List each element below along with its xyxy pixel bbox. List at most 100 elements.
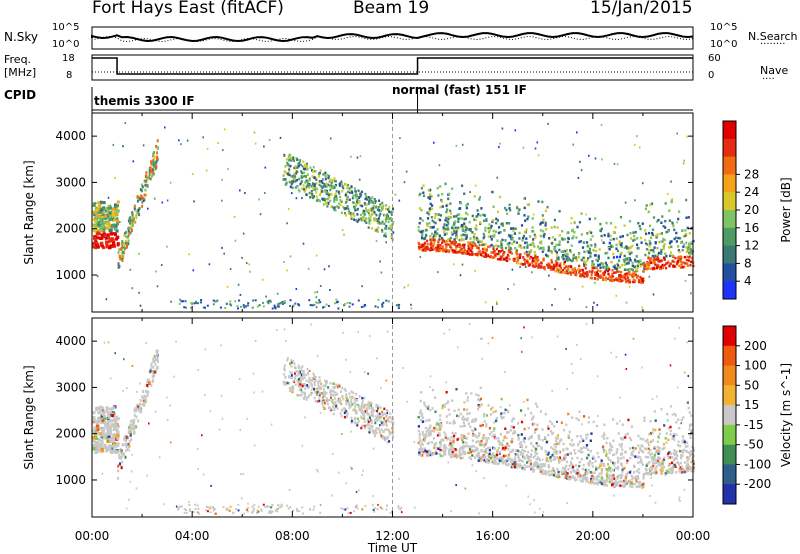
data-cell [110,439,114,443]
data-cell [93,212,97,216]
data-cell [679,237,682,240]
data-cell [333,407,336,410]
data-cell [288,159,291,162]
data-cell [651,228,655,231]
data-cell [532,415,535,418]
data-cell [491,454,494,457]
data-cell [311,175,314,178]
data-cell [648,263,651,266]
data-cell [156,155,159,159]
data-cell [608,248,611,251]
data-cell [634,199,636,202]
data-cell [689,450,692,453]
data-cell [566,231,569,235]
data-cell [359,194,362,198]
data-cell [580,212,583,215]
data-cell [343,407,346,410]
data-cell [492,429,496,432]
data-cell [205,169,208,172]
data-cell [665,254,668,258]
data-cell [317,389,320,393]
data-cell [282,380,285,384]
data-cell [113,450,117,454]
data-cell [475,236,478,240]
data-cell [105,206,109,210]
data-cell [632,274,635,278]
data-cell [355,392,358,396]
data-cell [502,454,505,458]
data-cell [640,280,643,284]
data-cell [129,268,132,271]
data-cell [520,224,524,227]
data-cell [673,228,676,232]
data-cell [454,220,457,223]
data-cell [92,436,96,440]
data-cell [540,240,543,243]
data-cell [356,193,358,197]
data-cell [623,467,626,470]
data-cell [454,226,457,230]
data-cell [662,266,665,270]
data-cell [104,236,108,240]
data-cell [161,201,164,204]
data-cell [381,220,384,223]
data-cell [150,362,153,366]
data-cell [677,249,680,252]
data-cell [313,374,316,377]
data-cell [619,215,623,219]
data-cell [655,220,659,223]
data-cell [190,302,193,305]
data-cell [308,376,311,380]
data-cell [532,456,535,459]
data-cell [248,263,250,266]
data-cell [356,198,359,202]
data-cell [652,250,655,254]
data-cell [131,213,134,217]
data-cell [658,450,661,453]
data-cell [589,276,592,280]
data-cell [386,217,389,221]
data-cell [654,419,657,422]
data-cell [361,285,363,288]
data-cell [451,448,454,451]
data-cell [688,256,691,259]
data-cell [292,180,295,183]
data-cell [613,266,616,270]
data-cell [576,456,579,460]
data-cell [493,250,496,253]
data-cell [347,211,350,215]
data-cell [665,432,668,435]
data-cell [354,405,357,408]
data-cell [199,301,202,304]
data-cell [587,448,590,451]
data-cell [386,428,389,431]
data-cell [103,421,107,425]
data-cell [498,258,501,261]
data-cell [322,400,325,404]
data-cell [468,456,471,459]
data-cell [448,450,451,454]
data-cell [428,248,431,251]
data-cell [587,421,590,424]
data-cell [419,411,422,415]
data-cell [321,402,324,405]
data-cell [102,201,106,205]
data-cell [527,426,530,430]
data-cell [381,303,384,306]
data-cell [646,265,649,269]
data-cell [563,237,567,241]
data-cell [447,408,450,411]
data-cell [283,260,285,263]
data-cell [303,376,306,379]
data-cell [468,448,471,451]
data-cell [100,441,104,445]
data-cell [106,423,110,427]
data-cell [548,474,551,477]
data-cell [534,454,537,457]
data-cell [144,389,147,393]
data-cell [491,190,494,194]
data-cell [132,427,135,431]
data-cell [544,209,548,213]
data-cell [452,422,455,425]
data-cell [508,257,511,261]
